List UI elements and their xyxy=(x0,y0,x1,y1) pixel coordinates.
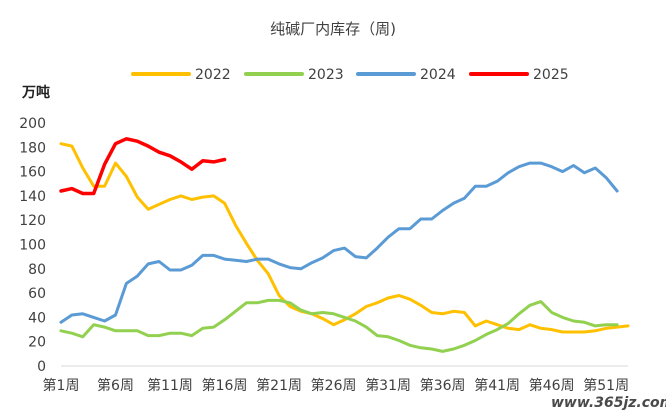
y-tick-label: 20 xyxy=(28,335,46,351)
y-axis: 0 20 40 60 80 100 120 140 160 180 200 xyxy=(19,116,46,375)
legend-label-2023: 2023 xyxy=(308,67,344,83)
x-tick-label: 第1周 xyxy=(43,377,80,394)
x-tick-label: 第36周 xyxy=(420,377,466,394)
x-tick-label: 第11周 xyxy=(147,377,193,394)
series-line-2022 xyxy=(59,142,630,334)
x-tick-label: 第46周 xyxy=(529,377,575,394)
y-tick-label: 180 xyxy=(19,140,46,156)
watermark-text: www.365jz.com xyxy=(551,395,666,411)
y-tick-label: 140 xyxy=(19,189,46,205)
y-axis-unit-label: 万吨 xyxy=(21,84,50,101)
x-tick-label: 第21周 xyxy=(256,377,302,394)
x-tick-label: 第31周 xyxy=(365,377,411,394)
y-tick-label: 80 xyxy=(28,262,46,278)
y-tick-label: 120 xyxy=(19,213,46,229)
legend-label-2025: 2025 xyxy=(533,67,569,83)
y-tick-label: 200 xyxy=(19,116,46,132)
x-axis: 第1周 第6周 第11周 第16周 第21周 第26周 第31周 第36周 第41周 第46周 第5… xyxy=(43,365,629,394)
x-tick-label: 第16周 xyxy=(202,377,248,394)
y-tick-label: 160 xyxy=(19,165,46,181)
series-line-2023 xyxy=(59,298,619,353)
series-line-2025 xyxy=(59,137,227,196)
legend-label-2022: 2022 xyxy=(195,67,231,83)
x-tick-label: 第6周 xyxy=(97,377,134,394)
x-tick-label: 第26周 xyxy=(311,377,357,394)
series-lines xyxy=(59,137,630,353)
y-tick-label: 0 xyxy=(37,359,46,375)
legend: 2022 2023 2024 2025 xyxy=(131,67,569,83)
y-tick-label: 60 xyxy=(28,286,46,302)
x-tick-label: 第41周 xyxy=(474,377,520,394)
series-line-2024 xyxy=(59,161,619,324)
x-tick-label: 第51周 xyxy=(583,377,629,394)
y-tick-label: 40 xyxy=(28,310,46,326)
y-tick-label: 100 xyxy=(19,238,46,254)
chart-title: 纯碱厂内库存（周) xyxy=(270,20,396,38)
legend-label-2024: 2024 xyxy=(420,67,456,83)
